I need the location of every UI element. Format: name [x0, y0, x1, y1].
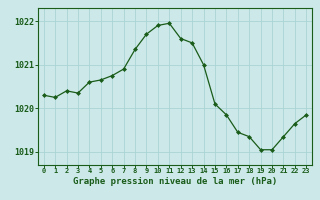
X-axis label: Graphe pression niveau de la mer (hPa): Graphe pression niveau de la mer (hPa): [73, 177, 277, 186]
